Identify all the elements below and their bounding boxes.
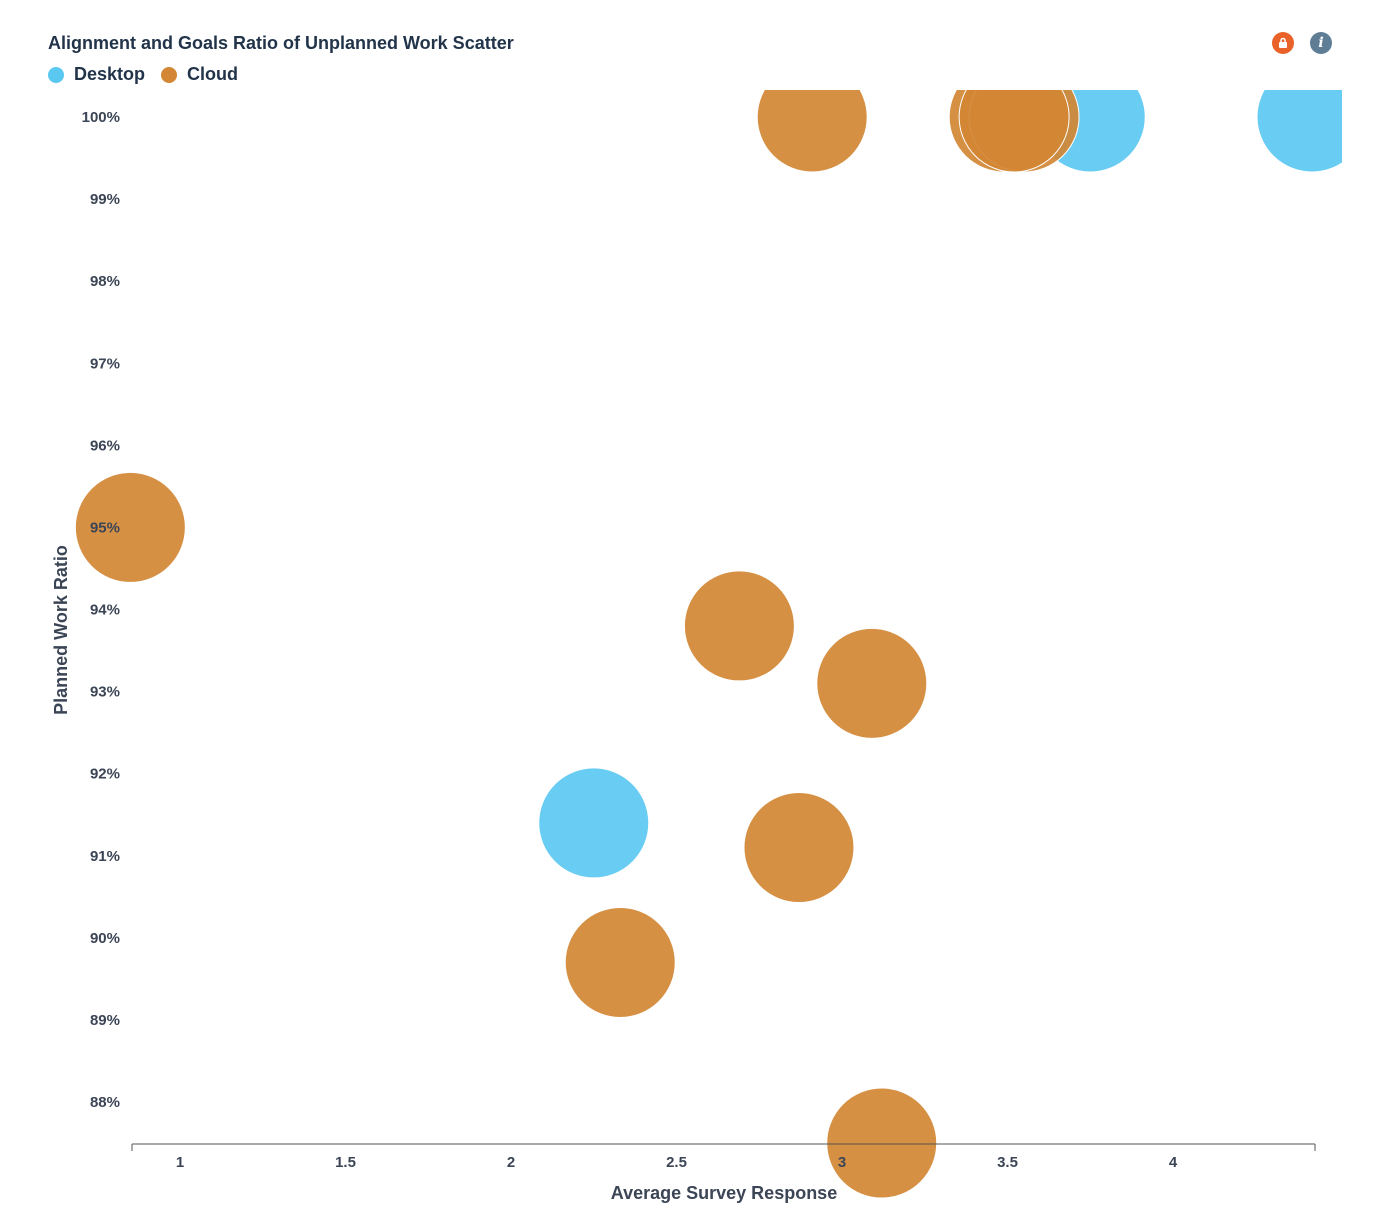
scatter-point-cloud[interactable] — [564, 906, 676, 1018]
legend-item-cloud[interactable]: Cloud — [161, 64, 238, 85]
y-tick-label: 92% — [90, 766, 120, 783]
chart-toolbar: i — [1272, 32, 1332, 54]
y-tick-label: 99% — [90, 191, 120, 208]
scatter-point-cloud[interactable] — [756, 62, 868, 173]
scatter-point-cloud[interactable] — [743, 792, 855, 904]
x-tick-label: 3.5 — [997, 1154, 1018, 1171]
chart-legend: Desktop Cloud — [48, 64, 238, 85]
y-tick-label: 89% — [90, 1012, 120, 1029]
y-tick-label: 94% — [90, 602, 120, 619]
info-icon[interactable]: i — [1310, 32, 1332, 54]
y-tick-label: 88% — [90, 1094, 120, 1111]
y-tick-label: 95% — [90, 519, 120, 536]
scatter-point-cloud[interactable] — [826, 1087, 938, 1199]
y-tick-label: 97% — [90, 355, 120, 372]
y-axis-title: Planned Work Ratio — [51, 545, 71, 715]
y-tick-label: 100% — [82, 109, 120, 126]
x-tick-label: 1 — [176, 1154, 184, 1171]
x-tick-label: 1.5 — [335, 1154, 356, 1171]
x-tick-label: 4 — [1169, 1154, 1178, 1171]
x-tick-label: 3 — [838, 1154, 846, 1171]
x-axis-title: Average Survey Response — [611, 1183, 837, 1203]
lock-icon — [1279, 37, 1287, 48]
scatter-point-desktop[interactable] — [538, 767, 650, 879]
scatter-point-cloud[interactable] — [683, 570, 795, 682]
legend-item-desktop[interactable]: Desktop — [48, 64, 145, 85]
scatter-point-cloud[interactable] — [816, 627, 928, 739]
y-tick-label: 96% — [90, 437, 120, 454]
legend-label-desktop: Desktop — [74, 64, 146, 84]
scatter-point-cloud[interactable] — [74, 471, 186, 583]
scatter-point-desktop[interactable] — [1256, 62, 1367, 173]
y-tick-label: 91% — [90, 848, 120, 865]
x-tick-label: 2.5 — [666, 1154, 687, 1171]
legend-swatch-cloud — [161, 66, 178, 83]
y-tick-label: 90% — [90, 930, 120, 947]
alert-icon[interactable] — [1272, 32, 1294, 54]
legend-label-cloud: Cloud — [187, 64, 239, 84]
scatter-point-cloud[interactable] — [958, 62, 1070, 173]
x-tick-label: 2 — [507, 1154, 515, 1171]
y-tick-label: 93% — [90, 684, 120, 701]
y-tick-label: 98% — [90, 273, 120, 290]
chart-title: Alignment and Goals Ratio of Unplanned W… — [48, 33, 514, 53]
legend-swatch-desktop — [48, 66, 64, 83]
